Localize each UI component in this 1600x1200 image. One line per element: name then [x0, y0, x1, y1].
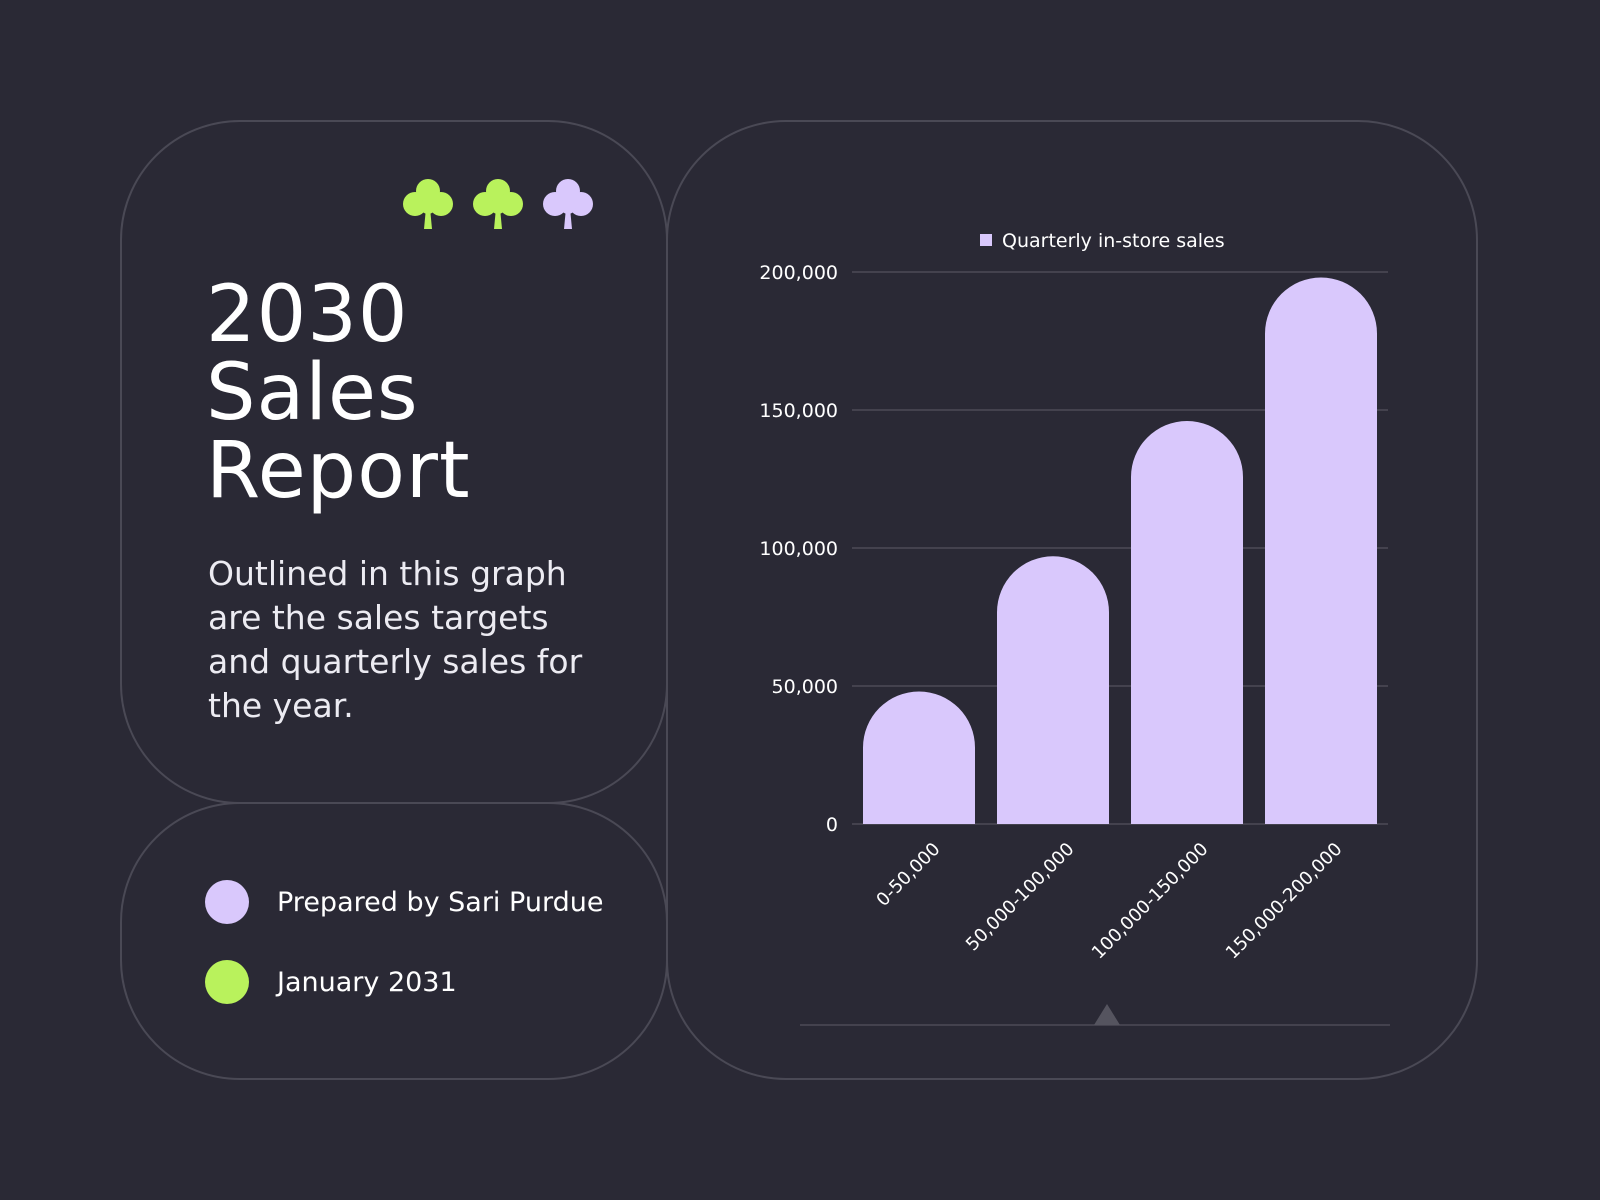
lavender-dot-icon	[205, 880, 249, 924]
scroll-indicator-icon	[1094, 1004, 1120, 1025]
title-line-report: Report	[206, 426, 471, 516]
legend-swatch	[980, 234, 992, 246]
clover-decoration	[400, 176, 596, 232]
x-tick-label: 0-50,000	[872, 839, 944, 911]
bar	[997, 556, 1109, 824]
legend-label: Quarterly in-store sales	[1002, 230, 1225, 252]
title-line-sales: Sales	[206, 348, 419, 438]
prepared-by-row: Prepared by Sari Purdue	[205, 880, 603, 924]
y-tick-label: 0	[826, 814, 838, 836]
y-tick-label: 100,000	[759, 538, 838, 560]
title-line-year: 2030	[206, 270, 409, 360]
bar	[1265, 277, 1377, 824]
page-title: 2030 Sales Report	[206, 276, 471, 510]
date-text: January 2031	[277, 966, 457, 998]
y-tick-label: 50,000	[772, 676, 838, 698]
y-tick-label: 150,000	[759, 400, 838, 422]
clover-icon	[543, 179, 593, 229]
x-tick-label: 50,000-100,000	[962, 839, 1079, 956]
chart-card	[666, 120, 1478, 1080]
y-tick-label: 200,000	[759, 262, 838, 284]
lime-dot-icon	[205, 960, 249, 1004]
x-tick-label: 100,000-150,000	[1088, 839, 1213, 964]
prepared-by-text: Prepared by Sari Purdue	[277, 886, 604, 918]
clover-icon	[473, 179, 523, 229]
description: Outlined in this graph are the sales tar…	[208, 554, 583, 725]
clover-icon	[403, 179, 453, 229]
date-row: January 2031	[205, 960, 457, 1004]
bar	[863, 691, 975, 824]
x-tick-label: 150,000-200,000	[1222, 839, 1347, 964]
bar	[1131, 421, 1243, 824]
